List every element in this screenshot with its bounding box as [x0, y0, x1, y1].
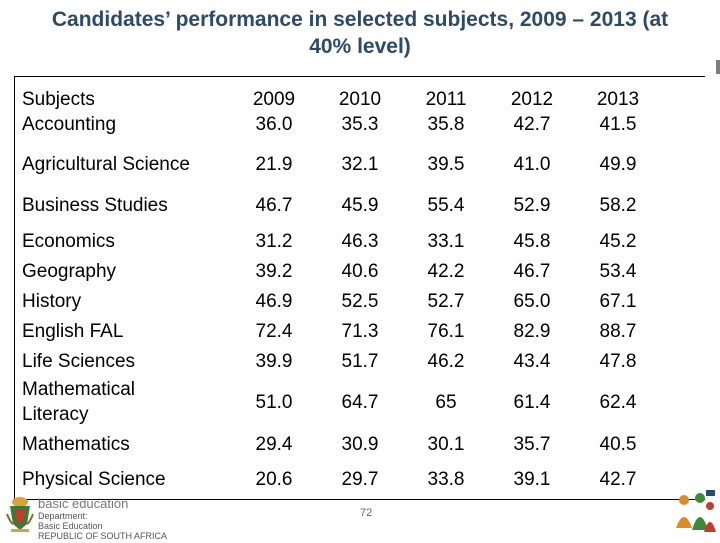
value-cell: 46.2	[427, 351, 465, 372]
subject-name: Life Sciences	[22, 351, 136, 372]
value-cell: 29.7	[341, 469, 379, 490]
value-cell: 29.4	[255, 434, 293, 455]
performance-table: Subjects Accounting 2009 36.0 2010 35.3 …	[14, 76, 705, 500]
value-cell: 39.5	[427, 154, 465, 175]
header-year-cell: 2013 41.5	[575, 87, 661, 137]
value-cell: 52.7	[427, 291, 465, 312]
value-cell: 21.9	[255, 154, 293, 175]
page-title: Candidates’ performance in selected subj…	[0, 6, 720, 60]
value-cell: 76.1	[427, 321, 465, 342]
value-cell: 42.7	[513, 114, 551, 135]
header-year: 2012	[510, 89, 554, 110]
value-cell: 32.1	[341, 154, 379, 175]
title-line-1: Candidates’ performance in selected subj…	[51, 8, 669, 31]
header-year-cell: 2010 35.3	[317, 87, 403, 137]
value-cell: 36.0	[255, 114, 293, 135]
value-cell: 51.0	[255, 392, 293, 413]
value-cell: 40.5	[599, 434, 637, 455]
value-cell: 64.7	[341, 392, 379, 413]
title-line-2: 40% level)	[309, 35, 411, 58]
subject-name-line-1: Mathematical	[22, 379, 135, 400]
value-cell: 43.4	[513, 351, 551, 372]
value-cell: 58.2	[599, 195, 637, 216]
people-graphic-icon	[670, 488, 718, 543]
subject-name: Accounting	[22, 114, 117, 135]
dept-line-2: Basic Education	[38, 521, 103, 531]
value-cell: 45.9	[341, 195, 379, 216]
value-cell: 39.1	[513, 469, 551, 490]
subject-name: Business Studies	[22, 195, 168, 216]
dept-line-1: Department:	[38, 511, 88, 521]
value-cell: 20.6	[255, 469, 293, 490]
value-cell: 41.0	[513, 154, 551, 175]
value-cell: 52.9	[513, 195, 551, 216]
dept-line-3: REPUBLIC OF SOUTH AFRICA	[38, 531, 168, 541]
value-cell: 30.1	[427, 434, 465, 455]
value-cell: 45.8	[513, 231, 551, 252]
header-year-cell: 2012 42.7	[489, 87, 575, 137]
value-cell: 42.7	[599, 469, 637, 490]
value-cell: 49.9	[599, 154, 637, 175]
value-cell: 31.2	[255, 231, 293, 252]
value-cell: 53.4	[599, 261, 637, 282]
value-cell: 88.7	[599, 321, 637, 342]
subject-name-line-2: Literacy	[22, 404, 89, 425]
header-year: 2009	[252, 89, 296, 110]
subject-name: Mathematics	[22, 434, 130, 455]
subject-name: English FAL	[22, 321, 124, 342]
value-cell: 51.7	[341, 351, 379, 372]
value-cell: 62.4	[599, 392, 637, 413]
header-subjects-label: Subjects	[22, 89, 95, 110]
header-year: 2013	[596, 89, 640, 110]
page-number: 72	[360, 507, 373, 519]
value-cell: 71.3	[341, 321, 379, 342]
header-year-cell: 2011 35.8	[403, 87, 489, 137]
header-year: 2011	[425, 89, 467, 110]
value-cell: 67.1	[599, 291, 637, 312]
value-cell: 35.8	[427, 114, 465, 135]
value-cell: 55.4	[427, 195, 465, 216]
value-cell: 82.9	[513, 321, 551, 342]
value-cell: 33.1	[427, 231, 465, 252]
corner-decoration	[716, 60, 720, 74]
value-cell: 72.4	[255, 321, 293, 342]
value-cell: 40.6	[341, 261, 379, 282]
value-cell: 65	[435, 392, 457, 413]
subject-name: Agricultural Science	[22, 154, 190, 175]
header-year-cell: 2009 36.0	[231, 87, 317, 137]
value-cell: 33.8	[427, 469, 465, 490]
brand-name: basic education	[38, 496, 129, 511]
coat-of-arms-logo	[5, 494, 35, 539]
header-subjects-cell: Subjects Accounting	[22, 87, 232, 137]
subject-name: Physical Science	[22, 469, 166, 490]
header-year: 2010	[338, 89, 382, 110]
value-cell: 46.9	[255, 291, 293, 312]
value-cell: 46.3	[341, 231, 379, 252]
value-cell: 30.9	[341, 434, 379, 455]
value-cell: 61.4	[513, 392, 551, 413]
value-cell: 39.2	[255, 261, 293, 282]
value-cell: 42.2	[427, 261, 465, 282]
department-logo-text: basic education Department: Basic Educat…	[38, 496, 168, 542]
value-cell: 52.5	[341, 291, 379, 312]
value-cell: 46.7	[513, 261, 551, 282]
subject-name: History	[22, 291, 82, 312]
subject-name: Mathematical Literacy	[22, 377, 232, 427]
value-cell: 45.2	[599, 231, 637, 252]
value-cell: 47.8	[599, 351, 637, 372]
value-cell: 35.3	[341, 114, 379, 135]
value-cell: 41.5	[599, 114, 637, 135]
value-cell: 65.0	[513, 291, 551, 312]
subject-name: Geography	[22, 261, 117, 282]
value-cell: 35.7	[513, 434, 551, 455]
value-cell: 39.9	[255, 351, 293, 372]
value-cell: 46.7	[255, 195, 293, 216]
subject-name: Economics	[22, 231, 115, 252]
